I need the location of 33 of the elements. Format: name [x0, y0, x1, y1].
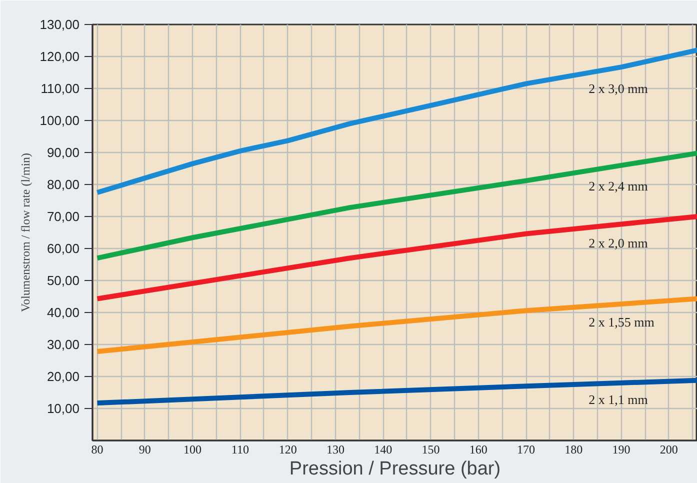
series-label: 2 x 1,1 mm: [588, 392, 648, 407]
series-label: 2 x 2,0 mm: [588, 235, 648, 250]
y-tick-label: 120,00: [40, 49, 80, 64]
series-label: 2 x 1,55 mm: [588, 314, 654, 330]
x-tick-label: 150: [422, 442, 440, 456]
y-tick-label: 40,00: [46, 305, 80, 320]
x-tick-label: 190: [612, 442, 630, 456]
x-tick-label: 160: [469, 442, 488, 456]
y-tick-label: 130,00: [40, 17, 80, 32]
x-tick-label: 180: [564, 442, 583, 456]
y-tick-label: 110,00: [40, 81, 80, 96]
x-tick-label: 80: [91, 442, 104, 456]
y-tick-label: 90,00: [46, 145, 80, 160]
y-tick-label: 60,00: [46, 241, 80, 256]
y-axis-title: Volumenstrom / flow rate (l/min): [18, 152, 33, 312]
x-axis-title: Pression / Pressure (bar): [289, 458, 501, 480]
y-tick-label: 50,00: [46, 273, 80, 288]
y-tick-label: 10,00: [46, 401, 80, 416]
x-tick-label: 130: [326, 442, 344, 456]
y-tick-label: 70,00: [46, 209, 80, 224]
y-tick-label: 20,00: [46, 369, 80, 384]
x-tick-label: 140: [374, 442, 392, 456]
x-tick-label: 170: [517, 442, 536, 456]
y-tick-label: 100,00: [40, 113, 80, 128]
series-label: 2 x 2,4 mm: [588, 178, 648, 194]
x-tick-label: 110: [231, 442, 249, 456]
x-tick-label: 100: [184, 442, 202, 456]
y-tick-label: 80,00: [46, 177, 80, 192]
y-tick-label: 30,00: [46, 337, 80, 352]
series-label: 2 x 3,0 mm: [588, 80, 648, 96]
x-tick-label: 90: [138, 442, 151, 456]
x-tick-label: 120: [278, 442, 297, 456]
x-tick-label: 200: [660, 442, 678, 456]
